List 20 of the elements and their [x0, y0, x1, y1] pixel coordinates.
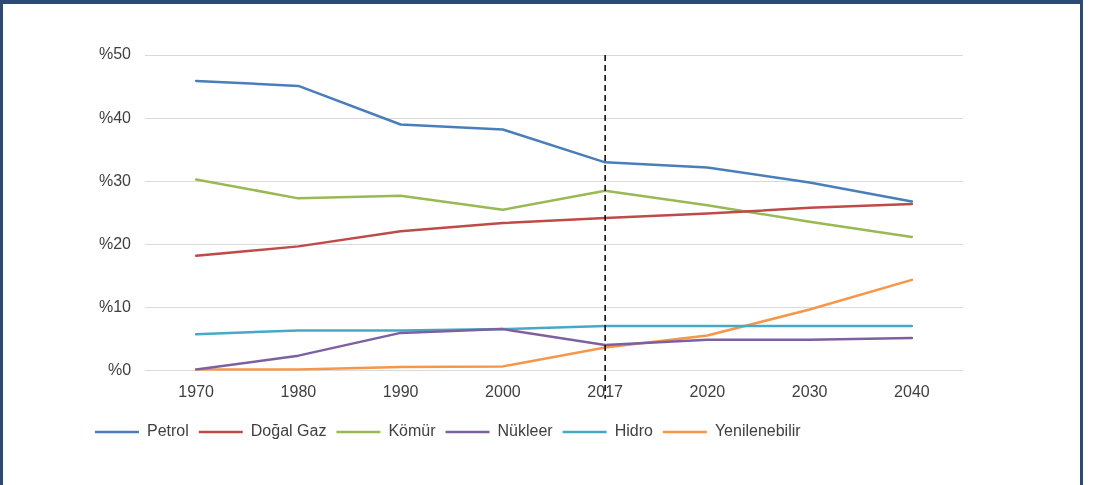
x-tick-label: 2000	[485, 382, 521, 400]
x-tick-label: 1980	[280, 382, 317, 400]
x-tick-label: 2020	[689, 382, 726, 400]
legend-label: Petrol	[147, 422, 189, 440]
y-tick-label: %20	[98, 234, 132, 252]
legend-label: Nükleer	[497, 422, 554, 440]
legend-label: Doğal Gaz	[250, 422, 327, 440]
x-tick-label: 2030	[791, 382, 828, 400]
y-tick-label: %40	[98, 108, 132, 126]
x-tick-label: 2040	[894, 382, 930, 400]
y-tick-label: %0	[107, 361, 132, 379]
legend-label: Yenilenebilir	[714, 422, 802, 440]
y-tick-label: %50	[98, 45, 132, 63]
legend-label: Hidro	[614, 422, 653, 440]
y-tick-label: %10	[98, 298, 132, 316]
legend-label: Kömür	[388, 422, 437, 440]
x-tick-label: 1990	[382, 382, 419, 400]
x-tick-label: 1970	[178, 382, 215, 400]
x-tick-label: 2017	[587, 382, 624, 400]
y-tick-label: %30	[98, 171, 132, 189]
